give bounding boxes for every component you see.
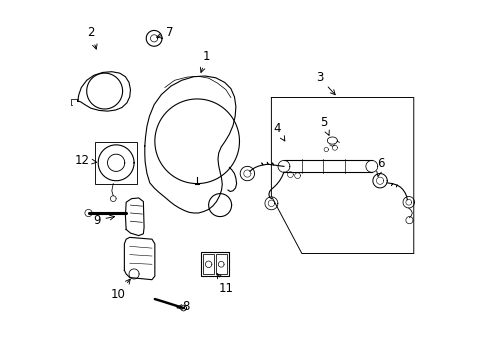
Text: 10: 10 — [111, 279, 130, 301]
Text: 2: 2 — [87, 27, 97, 49]
Text: 4: 4 — [272, 122, 284, 141]
Bar — [201, 252, 229, 276]
Text: 5: 5 — [319, 116, 328, 135]
Text: 1: 1 — [200, 50, 210, 72]
Text: 3: 3 — [315, 71, 334, 95]
Text: 7: 7 — [156, 27, 173, 40]
Bar — [215, 254, 226, 274]
Text: 12: 12 — [75, 154, 97, 167]
Bar — [95, 142, 137, 184]
Text: 9: 9 — [93, 214, 114, 227]
Bar — [203, 254, 214, 274]
Text: 8: 8 — [177, 300, 190, 313]
Text: 11: 11 — [217, 274, 234, 295]
Text: 6: 6 — [376, 157, 384, 176]
